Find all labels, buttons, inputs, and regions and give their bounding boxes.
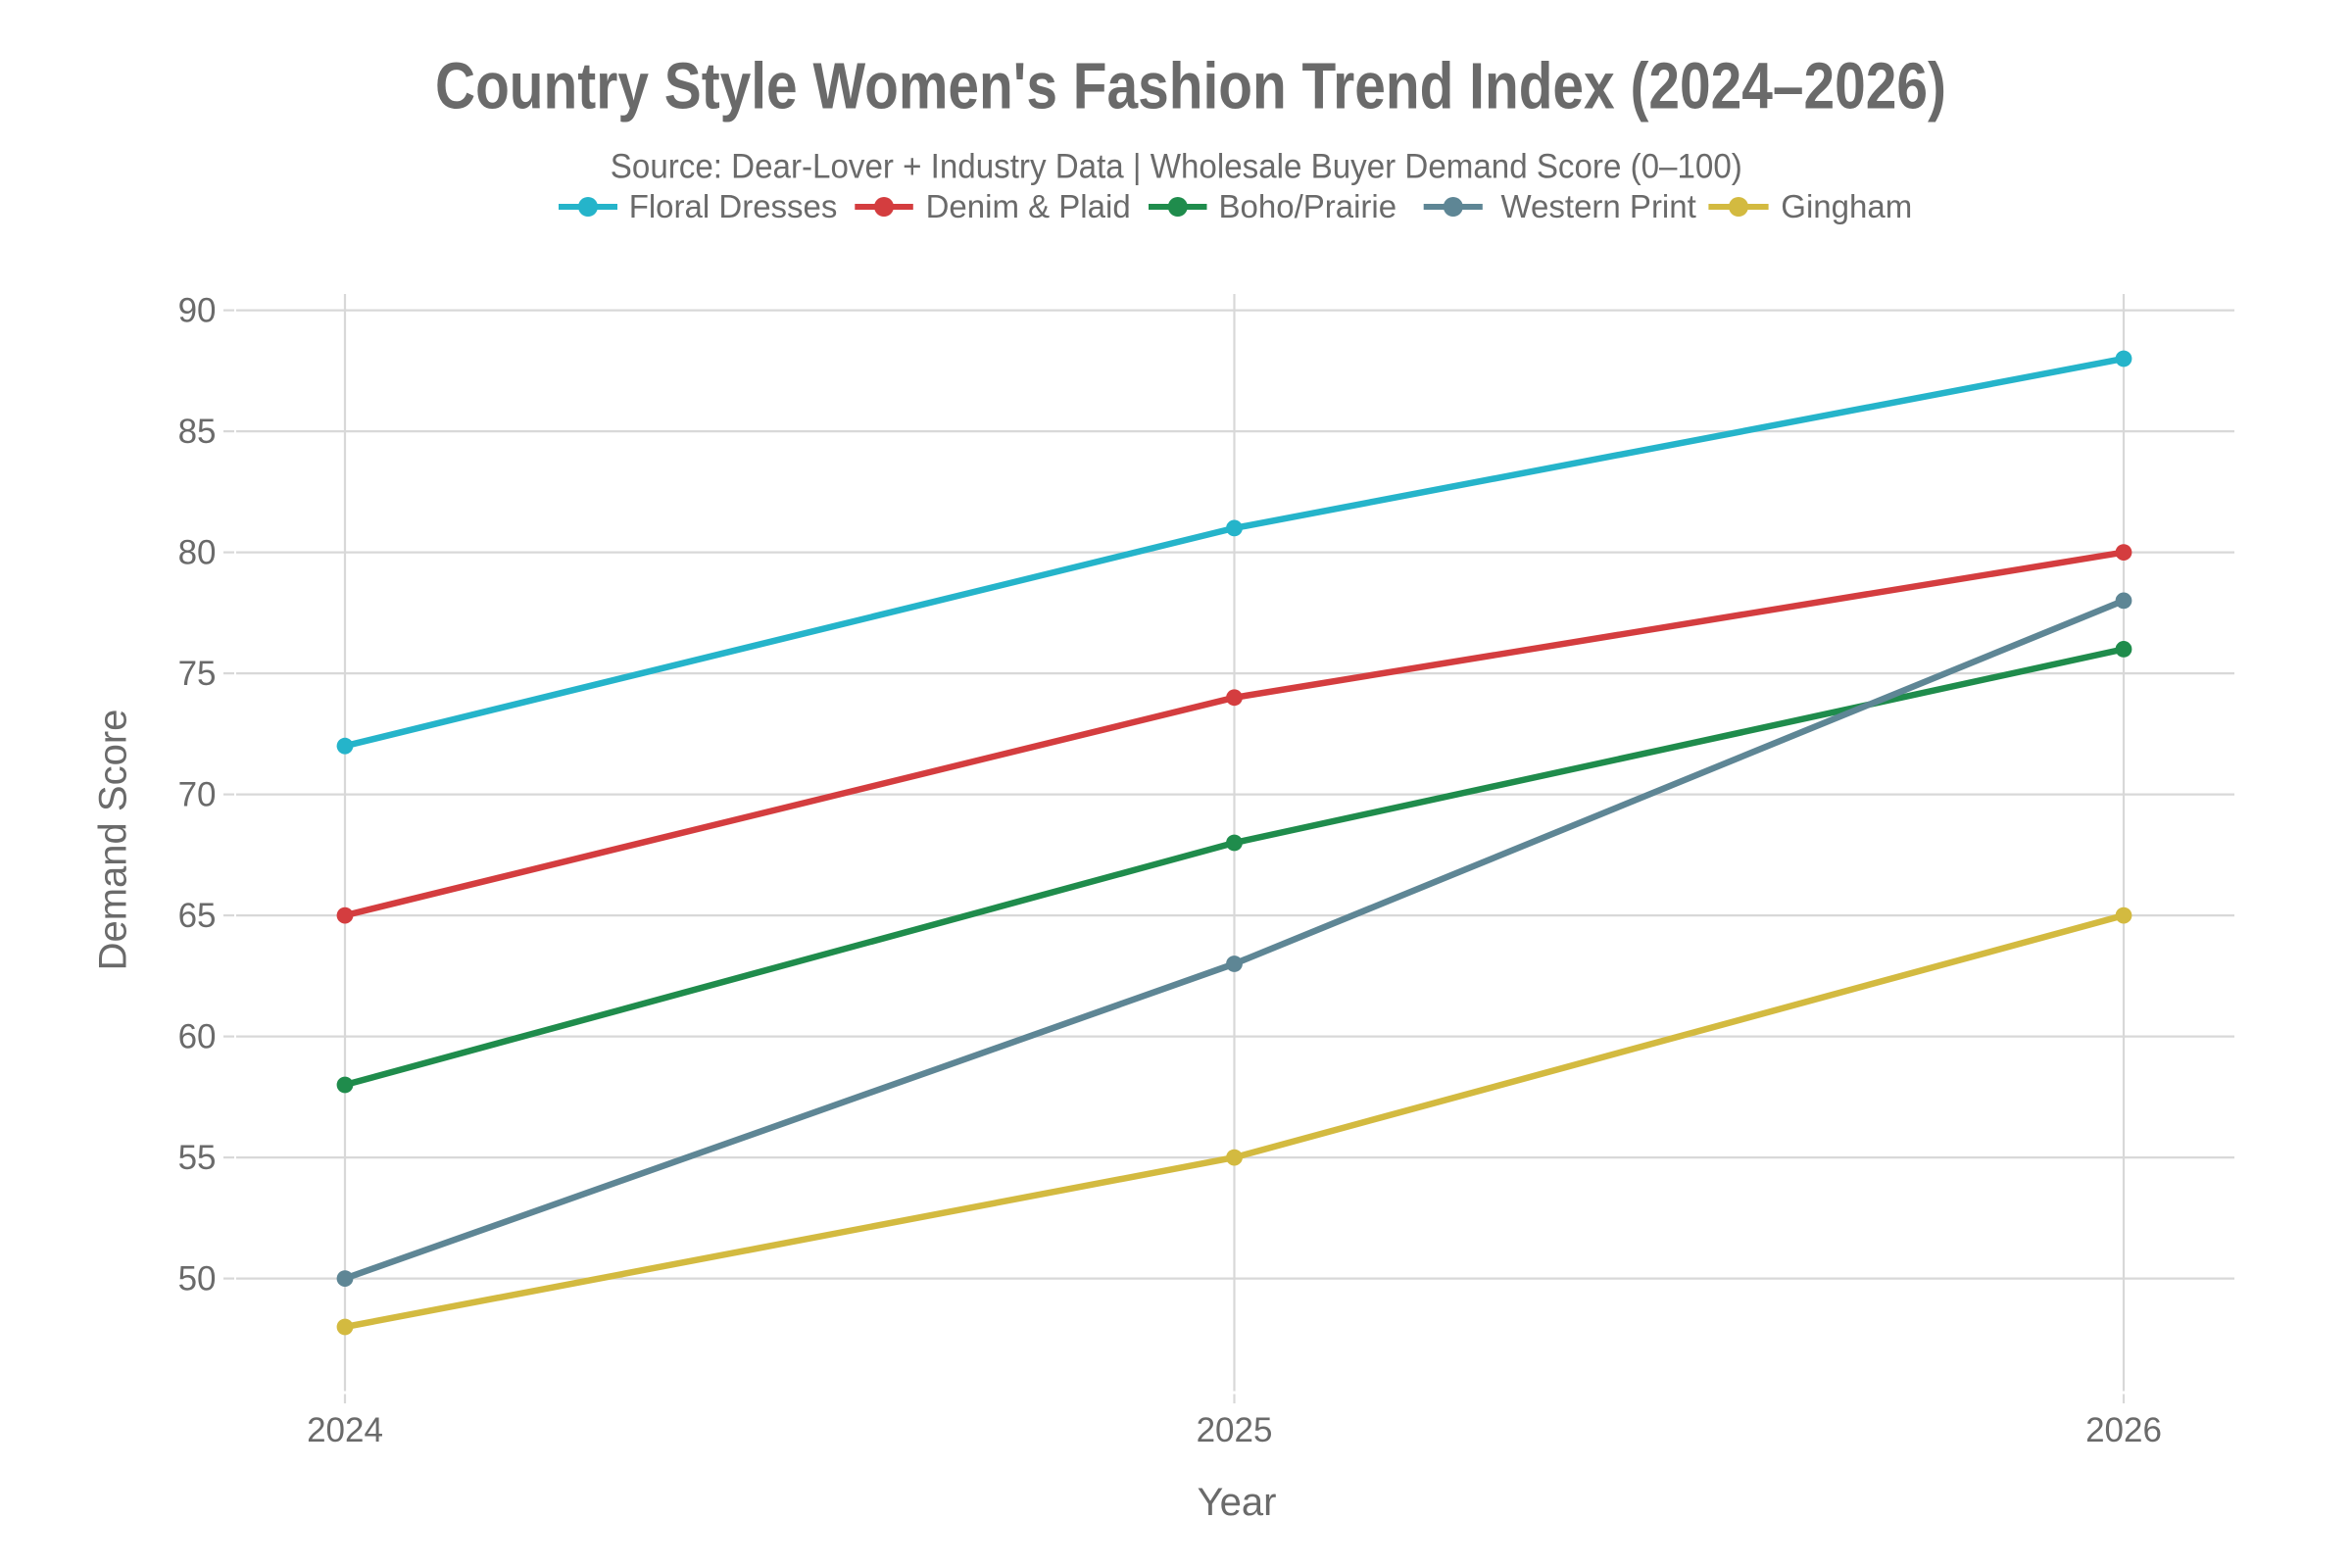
svg-text:75: 75 — [178, 655, 217, 693]
svg-text:2026: 2026 — [2085, 1411, 2162, 1449]
svg-text:Gingham: Gingham — [1781, 188, 1912, 224]
svg-text:Western Print: Western Print — [1501, 188, 1696, 224]
svg-text:55: 55 — [178, 1139, 217, 1177]
svg-text:Denim & Plaid: Denim & Plaid — [926, 188, 1131, 224]
svg-text:60: 60 — [178, 1018, 217, 1056]
svg-text:85: 85 — [178, 413, 217, 451]
svg-text:Country Style Women's Fashion: Country Style Women's Fashion Trend Inde… — [435, 49, 1946, 122]
svg-text:70: 70 — [178, 776, 217, 814]
svg-text:Floral Dresses: Floral Dresses — [629, 188, 838, 224]
svg-text:Boho/Prairie: Boho/Prairie — [1219, 188, 1397, 224]
svg-text:50: 50 — [178, 1260, 217, 1298]
svg-text:Demand Score: Demand Score — [92, 710, 135, 971]
svg-text:2025: 2025 — [1197, 1411, 1273, 1449]
svg-text:Source: Dear-Lover + Industry: Source: Dear-Lover + Industry Data | Who… — [611, 147, 1742, 185]
svg-text:Year: Year — [1198, 1481, 1277, 1524]
svg-text:65: 65 — [178, 897, 217, 935]
svg-text:90: 90 — [178, 292, 217, 330]
svg-text:80: 80 — [178, 534, 217, 572]
svg-text:2024: 2024 — [307, 1411, 383, 1449]
